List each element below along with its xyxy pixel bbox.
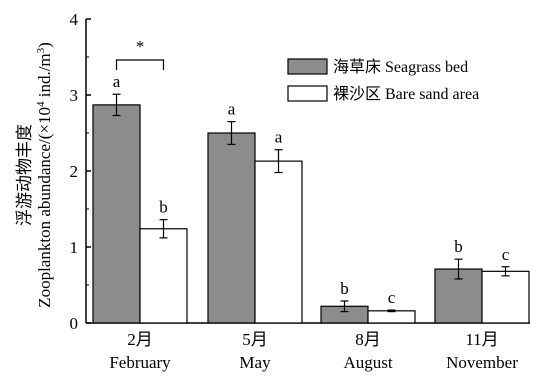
significance-letter: b: [340, 279, 349, 298]
x-tick-label-en: May: [239, 353, 271, 372]
legend-label: 裸沙区 Bare sand area: [333, 85, 479, 103]
y-tick-label: 4: [70, 10, 79, 29]
significance-star: *: [136, 37, 145, 56]
bar: [367, 310, 416, 324]
significance-letter: c: [502, 245, 510, 264]
x-tick-label-en: August: [343, 353, 392, 372]
bar: [254, 160, 303, 324]
significance-letter: b: [159, 198, 168, 217]
x-tick-label-en: November: [446, 353, 518, 372]
y-axis-title-en: Zooplankton abundance/(×104 ind./m3): [35, 42, 54, 308]
bar: [92, 104, 141, 324]
y-axis-title-part: ): [35, 42, 54, 48]
x-tick-label-en: February: [109, 353, 171, 372]
x-tick-label-zh: 5月: [242, 330, 268, 349]
y-axis-title: 浮游动物丰度 Zooplankton abundance/(×104 ind./…: [15, 42, 54, 308]
legend-swatch: [287, 85, 328, 102]
legend-label: 海草床 Seagrass bed: [333, 58, 468, 76]
bar: [207, 132, 256, 324]
x-tick-label-zh: 8月: [355, 330, 381, 349]
bars: [92, 93, 530, 324]
y-tick-label: 2: [70, 162, 79, 181]
legend: 海草床 Seagrass bed 裸沙区 Bare sand area: [287, 58, 479, 103]
bar: [481, 270, 530, 324]
significance-letter: a: [275, 128, 283, 147]
y-axis-title-part: Zooplankton abundance/(×10: [35, 107, 54, 308]
y-axis-title-exponent: 3: [35, 47, 47, 53]
x-tick-label-zh: 2月: [127, 330, 153, 349]
y-tick-label: 0: [70, 314, 79, 333]
y-axis-title-zh: 浮游动物丰度: [15, 124, 34, 226]
significance-letter: a: [228, 100, 236, 119]
significance-letter: b: [454, 237, 463, 256]
significance-letter: a: [113, 72, 121, 91]
y-tick-label: 3: [70, 86, 79, 105]
y-axis-title-part: ind./m: [35, 53, 54, 101]
significance-bracket: [115, 59, 165, 70]
y-axis-title-exponent: 4: [35, 101, 47, 107]
y-tick-label: 1: [70, 238, 79, 257]
significance-letter: c: [388, 288, 396, 307]
x-tick-label-zh: 11月: [465, 330, 498, 349]
bar: [139, 228, 188, 324]
annotations: a a b b b a c c *: [113, 37, 510, 307]
legend-swatch: [287, 58, 328, 75]
